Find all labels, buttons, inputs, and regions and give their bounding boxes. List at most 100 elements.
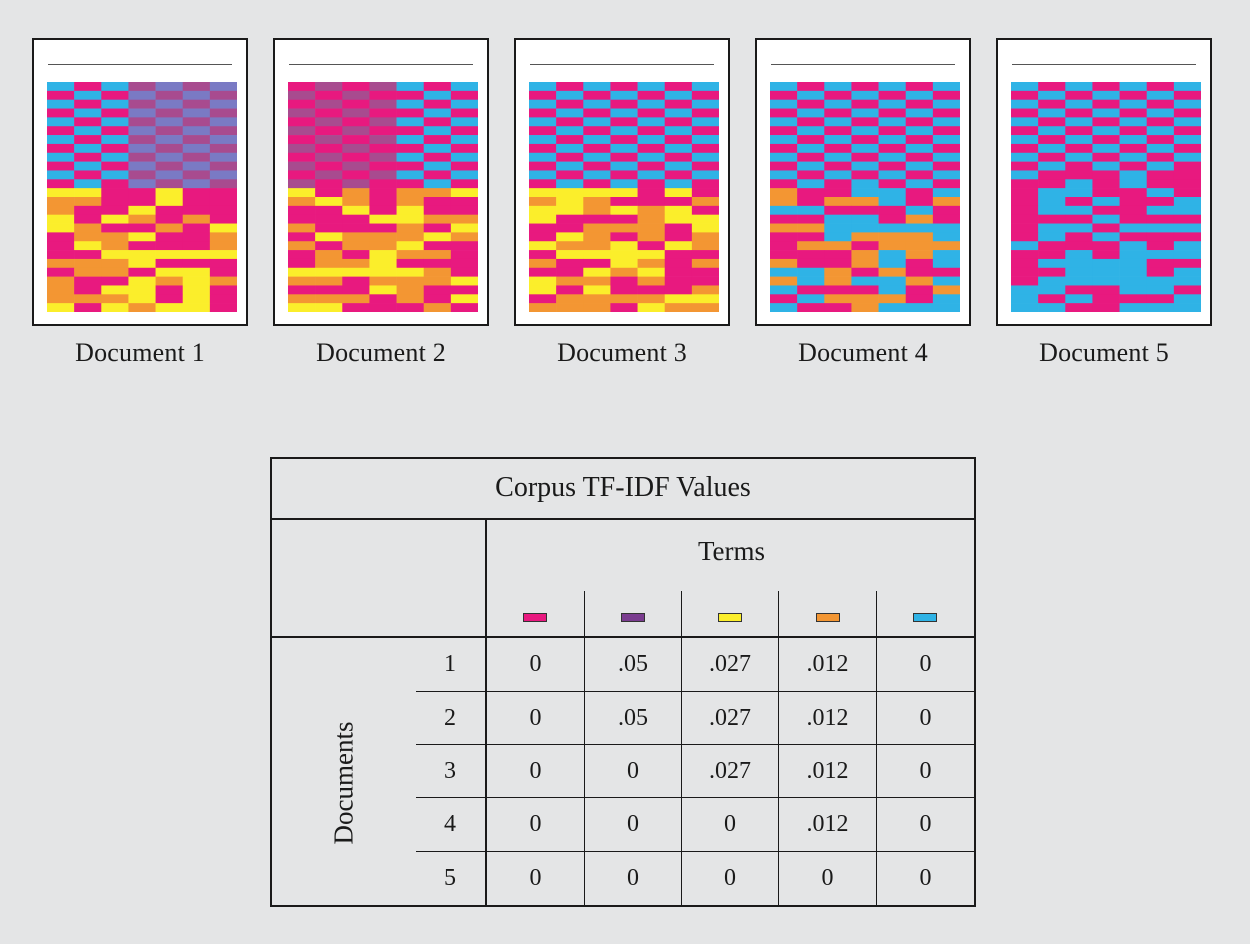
term-block xyxy=(1146,117,1175,127)
term-block xyxy=(1092,267,1120,277)
term-block xyxy=(583,276,611,286)
term-block xyxy=(932,82,960,92)
term-block xyxy=(851,135,879,145)
term-block xyxy=(1038,258,1066,269)
term-block xyxy=(450,126,478,136)
term-block xyxy=(1173,294,1201,304)
term-block xyxy=(905,250,934,260)
term-block xyxy=(610,99,638,109)
term-block xyxy=(1065,205,1093,215)
term-block xyxy=(664,250,693,260)
term-block xyxy=(315,108,343,118)
term-block xyxy=(315,135,343,145)
term-block xyxy=(878,99,907,109)
term-block xyxy=(1119,223,1148,233)
term-block xyxy=(450,267,478,277)
term-block xyxy=(47,108,75,118)
term-block xyxy=(74,143,102,154)
term-block xyxy=(905,170,934,180)
term-block xyxy=(529,223,557,233)
term-block xyxy=(932,241,960,251)
term-block xyxy=(182,179,211,189)
term-block xyxy=(155,205,184,215)
term-block xyxy=(209,241,237,251)
term-block xyxy=(182,258,211,269)
term-block xyxy=(556,303,584,312)
term-block xyxy=(315,214,343,224)
document-row-number: 4 xyxy=(444,811,456,837)
term-block xyxy=(664,303,693,312)
term-block xyxy=(905,303,934,312)
term-block xyxy=(423,205,452,215)
term-block xyxy=(423,108,452,118)
term-block xyxy=(824,143,852,154)
term-block xyxy=(47,214,75,224)
term-block xyxy=(155,267,184,277)
term-block xyxy=(556,267,584,277)
tfidf-value-cell: 0 xyxy=(919,811,932,837)
term-block xyxy=(664,152,693,162)
term-block xyxy=(1038,152,1066,162)
term-block xyxy=(1038,223,1066,233)
term-block xyxy=(450,108,478,118)
term-block xyxy=(128,108,156,118)
term-block xyxy=(288,99,316,109)
term-block xyxy=(529,303,557,312)
term-block xyxy=(1146,170,1175,180)
term-block xyxy=(74,205,102,215)
term-block xyxy=(610,152,638,162)
term-block xyxy=(369,223,397,233)
term-block xyxy=(583,232,611,242)
term-block xyxy=(342,241,370,251)
row-divider xyxy=(416,851,976,852)
term-block xyxy=(315,205,343,215)
term-block xyxy=(583,258,611,269)
term-block xyxy=(1038,135,1066,145)
term-block xyxy=(74,82,102,92)
document-title-line xyxy=(530,64,714,65)
term-block xyxy=(1038,82,1066,92)
term-block xyxy=(1011,197,1039,207)
term-block xyxy=(905,82,934,92)
term-block xyxy=(529,117,557,127)
term-block xyxy=(556,276,584,286)
term-block xyxy=(182,126,211,136)
term-block xyxy=(47,117,75,127)
term-block xyxy=(342,161,370,171)
row-header-divider xyxy=(485,518,487,907)
term-block xyxy=(396,276,425,286)
term-block xyxy=(288,161,316,171)
term-block xyxy=(583,108,611,118)
term-block xyxy=(396,188,425,198)
term-block xyxy=(556,188,584,198)
term-block xyxy=(797,267,825,277)
term-block xyxy=(342,82,370,92)
term-block xyxy=(664,99,693,109)
term-block xyxy=(155,143,184,154)
term-block xyxy=(583,82,611,92)
term-block xyxy=(878,126,907,136)
term-block xyxy=(128,223,156,233)
term-block xyxy=(1065,214,1093,224)
term-block xyxy=(315,258,343,269)
term-block xyxy=(610,117,638,127)
term-block xyxy=(1038,214,1066,224)
term-block xyxy=(74,161,102,171)
term-block xyxy=(209,170,237,180)
term-block xyxy=(770,276,798,286)
term-block xyxy=(1092,117,1120,127)
term-block xyxy=(423,285,452,295)
term-block xyxy=(128,205,156,215)
term-block xyxy=(47,258,75,269)
term-block xyxy=(1119,90,1148,100)
term-block xyxy=(396,214,425,224)
term-block xyxy=(1092,188,1120,198)
term-block xyxy=(770,294,798,304)
term-block xyxy=(101,143,129,154)
term-block xyxy=(155,170,184,180)
term-block xyxy=(770,161,798,171)
document-1-label: Document 1 xyxy=(75,338,205,367)
term-block xyxy=(797,188,825,198)
term-block xyxy=(824,188,852,198)
term-block xyxy=(128,294,156,304)
